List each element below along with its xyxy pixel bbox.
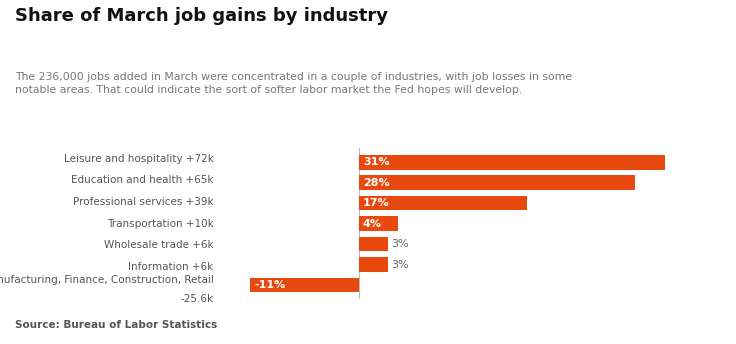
Text: Leisure and hospitality +72k: Leisure and hospitality +72k: [63, 154, 213, 164]
Bar: [359, 175, 635, 190]
Text: Information +6k: Information +6k: [128, 262, 213, 272]
Text: Wholesale trade +6k: Wholesale trade +6k: [104, 240, 213, 250]
Bar: [359, 237, 389, 251]
Bar: [359, 257, 389, 272]
Text: -11%: -11%: [255, 280, 286, 290]
Bar: [250, 278, 359, 292]
Text: 3%: 3%: [392, 239, 409, 249]
Text: Share of March job gains by industry: Share of March job gains by industry: [15, 7, 388, 25]
Bar: [359, 155, 665, 170]
Text: Transportation +10k: Transportation +10k: [107, 218, 213, 229]
Text: Source: Bureau of Labor Statistics: Source: Bureau of Labor Statistics: [15, 320, 217, 330]
Text: -25.6k: -25.6k: [180, 294, 213, 304]
Text: The 236,000 jobs added in March were concentrated in a couple of industries, wit: The 236,000 jobs added in March were con…: [15, 72, 572, 95]
Text: Manufacturing, Finance, Construction, Retail: Manufacturing, Finance, Construction, Re…: [0, 275, 213, 285]
Text: 4%: 4%: [363, 218, 382, 229]
Bar: [359, 196, 526, 211]
Text: 3%: 3%: [392, 260, 409, 270]
Text: 28%: 28%: [363, 178, 389, 187]
Bar: [359, 216, 398, 231]
Text: Professional services +39k: Professional services +39k: [73, 197, 213, 207]
Text: Education and health +65k: Education and health +65k: [71, 175, 213, 185]
Text: 17%: 17%: [363, 198, 389, 208]
Text: 31%: 31%: [363, 157, 389, 167]
